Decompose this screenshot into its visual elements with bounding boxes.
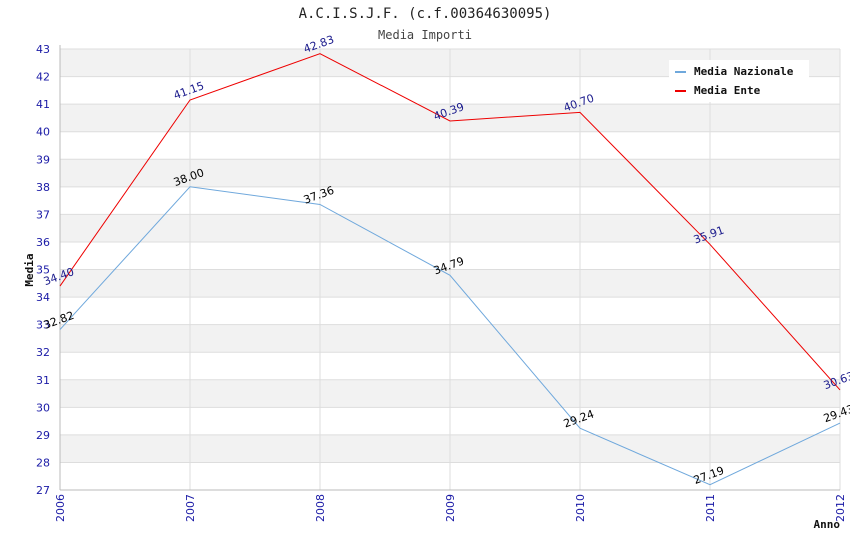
x-axis-label: Anno (814, 518, 841, 531)
legend-box (669, 60, 809, 102)
legend-label-media-nazionale: Media Nazionale (694, 65, 794, 78)
y-tick-label: 32 (36, 346, 50, 359)
y-tick-label: 29 (36, 429, 50, 442)
x-tick-label: 2011 (704, 494, 717, 522)
y-tick-label: 34 (36, 291, 50, 304)
series-line (59, 53, 841, 391)
grid-lines (59, 48, 841, 491)
y-tick-label: 35 (36, 264, 50, 277)
x-tick-label: 2009 (444, 494, 457, 522)
x-tick-label: 2012 (834, 494, 847, 522)
axes (59, 45, 840, 491)
y-tick-label: 43 (36, 43, 50, 56)
y-tick-label: 38 (36, 181, 50, 194)
y-tick-label: 33 (36, 319, 50, 332)
y-tick-label: 37 (36, 208, 50, 221)
legend-label-media-ente: Media Ente (694, 84, 761, 97)
chart-subtitle: Media Importi (378, 28, 472, 42)
y-axis-label: Media (23, 253, 36, 286)
y-tick-label: 27 (36, 484, 50, 497)
chart-title: A.C.I.S.J.F. (c.f.00364630095) (299, 6, 552, 22)
y-tick-labels: 27 28 29 30 31 32 33 34 35 36 37 38 39 40 41 42 43 (36, 43, 50, 497)
series-lines (59, 53, 841, 486)
y-tick-label: 39 (36, 153, 50, 166)
y-tick-label: 30 (36, 401, 50, 414)
y-tick-label: 40 (36, 126, 50, 139)
x-tick-label: 2007 (184, 494, 197, 522)
series-line (59, 186, 841, 486)
y-tick-label: 36 (36, 236, 50, 249)
y-tick-label: 41 (36, 98, 50, 111)
x-tick-label: 2008 (314, 494, 327, 522)
x-tick-label: 2010 (574, 494, 587, 522)
y-tick-label: 42 (36, 71, 50, 84)
y-tick-label: 28 (36, 456, 50, 469)
x-tick-label: 2006 (54, 494, 67, 522)
legend: Media Nazionale Media Ente (669, 60, 809, 102)
x-tick-labels: 2006 2007 2008 2009 2010 2011 2012 (54, 494, 847, 522)
y-tick-label: 31 (36, 374, 50, 387)
